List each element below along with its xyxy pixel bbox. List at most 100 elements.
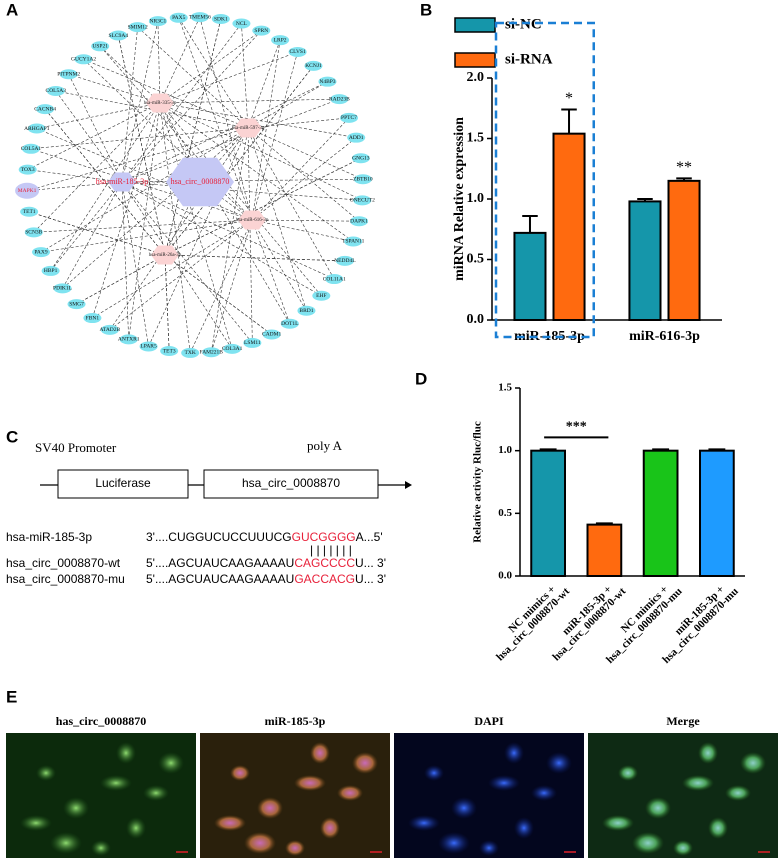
edge [247, 127, 307, 311]
y-tick-label: 0.0 [498, 570, 512, 582]
circ-box [203, 469, 379, 499]
gene-node [353, 195, 372, 206]
edge [247, 127, 364, 180]
sequence: 3'....CUGGUCUCCUUUCGGUCGGGGA...5' [146, 530, 383, 544]
gene-label: BRD1 [299, 308, 313, 314]
gene-node [46, 85, 65, 96]
cell [438, 832, 470, 854]
center-label: hsa_circ_0008870 [171, 177, 230, 186]
cell [116, 742, 136, 764]
sequence-name: hsa_circ_0008870-wt [6, 556, 121, 570]
bar [552, 132, 586, 321]
gene-node [190, 12, 209, 23]
luciferase-box [57, 469, 189, 499]
edge [55, 90, 123, 183]
edge [27, 127, 249, 192]
gene-node [160, 346, 179, 357]
gene-label: ATAD2B [100, 327, 121, 333]
gene-node [91, 41, 110, 52]
gene-label: TOX3 [21, 167, 35, 173]
gene-label: PPTC7 [341, 115, 357, 121]
cell [214, 815, 246, 831]
gene-node [27, 123, 46, 134]
edge [164, 254, 272, 335]
gene-label: COL5A1 [21, 146, 42, 152]
edge [251, 40, 281, 221]
y-tick-label: 1.0 [498, 444, 512, 456]
cell [408, 815, 440, 831]
cell [682, 775, 714, 791]
cell [143, 785, 169, 801]
edge [33, 102, 161, 233]
sequence-seed: GUCGGGG [292, 530, 356, 544]
panel-label: D [415, 369, 427, 388]
cell [244, 832, 276, 854]
edge [27, 181, 123, 192]
gene-label: EHF [316, 293, 326, 299]
cell [337, 785, 363, 801]
panel-label: A [6, 0, 18, 19]
cell [645, 797, 671, 819]
mirna-label: hsa-miR-185-3p [96, 177, 148, 186]
cell [257, 797, 283, 819]
edge [164, 254, 170, 352]
cell [451, 797, 477, 819]
edge [99, 46, 161, 104]
cell [740, 752, 766, 774]
gene-label: PITPNM2 [57, 72, 80, 78]
gene-node [312, 290, 331, 301]
edge [159, 102, 357, 138]
gene-node [232, 18, 251, 29]
gene-label: GNG13 [352, 156, 370, 162]
edge [247, 40, 281, 129]
legend-label: si-NC [505, 16, 542, 32]
gene-label: FAM221B [200, 349, 224, 355]
error-bar [676, 177, 692, 181]
gene-label: ARHGAP1 [24, 126, 50, 132]
gene-node [243, 337, 262, 348]
edge [251, 137, 357, 221]
gene-label: PAX5 [172, 15, 185, 21]
image-title: has_circ_0008870 [56, 714, 146, 728]
gene-node [344, 236, 363, 247]
gene-node [24, 227, 43, 238]
edge [159, 16, 201, 104]
edge [137, 26, 249, 129]
gene-node [351, 153, 370, 164]
sequence-suffix: A...5' [356, 530, 383, 544]
bar [586, 523, 623, 578]
cell [673, 840, 693, 856]
cell [230, 765, 250, 781]
cell [424, 765, 444, 781]
error-bar [561, 108, 577, 134]
gene-label: NEDD4L [334, 258, 356, 264]
y-tick-label: 1.5 [467, 131, 485, 146]
gene-label: SPRN [254, 28, 268, 34]
gene-label: DOT1L [281, 321, 299, 327]
construct-panel: Luciferase hsa_circ_0008870 SV40 Promote… [6, 438, 412, 586]
edge [76, 254, 166, 305]
gene-label: TXK [185, 350, 196, 356]
center-node [166, 157, 234, 207]
gene-label: KCNJ1 [305, 63, 322, 69]
annotation: * [565, 90, 573, 107]
edge [121, 181, 149, 347]
error-bar [708, 448, 726, 451]
gene-label: TSPAN11 [342, 239, 364, 245]
edge [121, 181, 363, 201]
sequence-seed: CAGCCCC [294, 556, 355, 570]
edge [121, 181, 322, 297]
mirna-label: hsa-miR-335-3p [144, 101, 177, 106]
gene-node [169, 12, 188, 23]
edge [109, 127, 249, 331]
panel-label: E [6, 687, 17, 706]
cell [20, 815, 52, 831]
cell [50, 832, 82, 854]
gene-node [67, 299, 86, 310]
edge [241, 23, 249, 129]
edge [121, 181, 253, 344]
gene-node [119, 334, 138, 345]
gene-label: ONECUT2 [350, 198, 375, 204]
edge [247, 127, 360, 222]
